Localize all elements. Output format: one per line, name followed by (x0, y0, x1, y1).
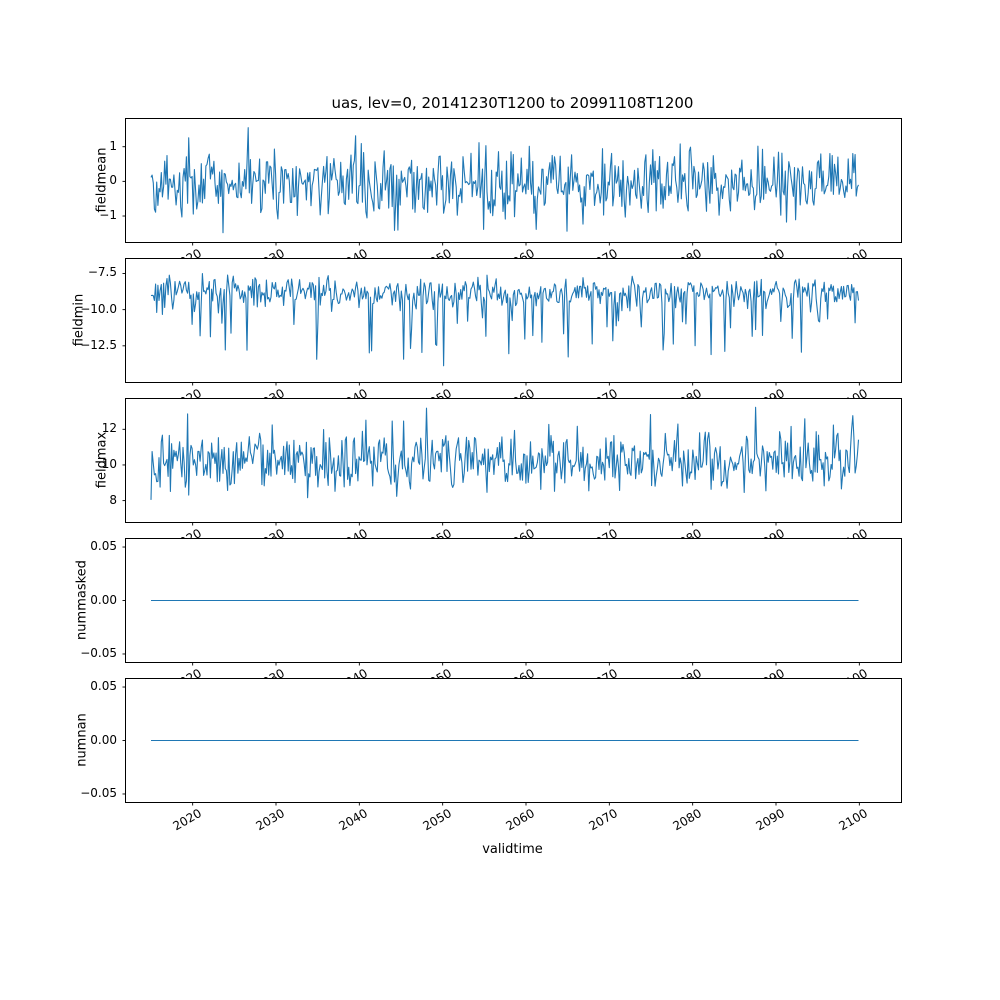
subplot-canvas-numnan (122, 686, 860, 806)
chart-title: uas, lev=0, 20141230T1200 to 20991108T12… (331, 94, 694, 112)
fieldmean-line (150, 127, 859, 234)
y-tick-label: −0.05 (80, 645, 117, 660)
subplot-numnan (122, 678, 902, 806)
y-tick-label: 0 (109, 173, 117, 188)
subplot-nummasked (122, 538, 902, 666)
subplot-canvas-fieldmean (122, 127, 860, 246)
x-tick-label: 2100 (836, 806, 871, 834)
fieldmin-line (150, 273, 860, 367)
x-axis-label: validtime (482, 842, 543, 857)
subplot-fieldmean (122, 118, 902, 246)
subplot-canvas-nummasked (122, 546, 860, 666)
x-tick-label: 2030 (253, 806, 287, 834)
y-tick-label: 0.05 (90, 679, 117, 694)
tick-marks (122, 428, 860, 526)
x-tick-label: 2080 (670, 806, 704, 834)
x-tick-label: 2090 (753, 806, 787, 834)
subplot-canvas-fieldmin (122, 273, 860, 386)
y-tick-label: −1 (99, 208, 117, 222)
y-tick-label: 0.00 (90, 732, 117, 747)
subplot-fieldmin (122, 258, 902, 386)
subplot-fieldmax (122, 398, 902, 526)
tick-marks (122, 146, 860, 246)
tick-marks (122, 273, 860, 386)
fieldmax-line (150, 406, 860, 500)
x-tick-label: 2050 (420, 806, 454, 834)
y-tick-label: 10 (101, 456, 117, 471)
tick-marks (122, 546, 860, 666)
x-tick-label: 2060 (503, 806, 537, 834)
y-tick-label: −7.5 (87, 265, 117, 280)
y-tick-label: 8 (109, 492, 117, 507)
y-tick-label: −0.05 (80, 785, 117, 800)
y-tick-label: −12.5 (80, 337, 117, 352)
y-tick-label: 12 (101, 421, 117, 436)
y-tick-label: 0.00 (90, 592, 117, 607)
y-tick-label: 1 (109, 138, 117, 153)
x-tick-label: 2020 (170, 806, 204, 834)
subplot-canvas-fieldmax (122, 406, 860, 526)
x-tick-label: 2070 (586, 806, 621, 834)
tick-marks (122, 686, 860, 806)
y-tick-label: −10.0 (80, 301, 117, 316)
y-tick-label: 0.05 (90, 539, 117, 554)
x-tick-label: 2040 (336, 806, 371, 834)
